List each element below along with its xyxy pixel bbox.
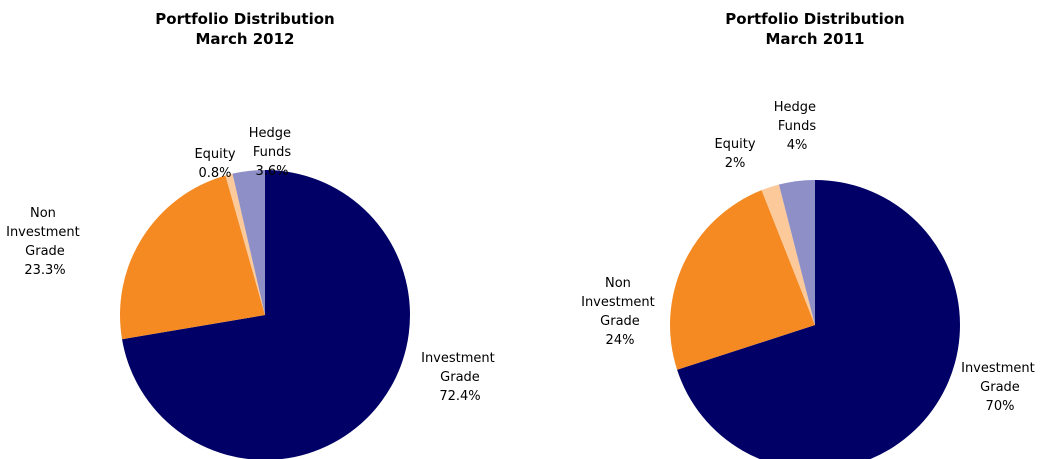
label-line: Equity bbox=[194, 147, 235, 162]
label-line: Hedge bbox=[774, 100, 820, 115]
chart-subtitle: March 2011 bbox=[766, 30, 865, 48]
slice-label: Hedge Funds bbox=[774, 100, 820, 134]
label-line: Grade bbox=[600, 314, 640, 329]
label-line: Investment bbox=[421, 351, 499, 366]
label-line: Investment bbox=[581, 295, 659, 310]
slice-label: Equity bbox=[714, 137, 755, 152]
label-line: Grade bbox=[440, 370, 480, 385]
label-line: Grade bbox=[25, 244, 65, 259]
label-line: Hedge bbox=[249, 126, 295, 141]
pie-slice bbox=[778, 180, 815, 325]
chart-title: Portfolio Distribution bbox=[155, 10, 334, 28]
pie-slice bbox=[761, 184, 815, 325]
label-line: Non bbox=[605, 276, 635, 291]
label-line: Funds bbox=[778, 119, 816, 134]
pie-slice bbox=[120, 175, 265, 340]
label-line: Grade bbox=[980, 380, 1020, 395]
slice-label: Investment Grade bbox=[961, 361, 1039, 395]
pie-slice bbox=[677, 180, 960, 459]
slice-value-label: 2% bbox=[725, 156, 746, 171]
pie-slice bbox=[225, 173, 265, 315]
slice-value-label: 24% bbox=[606, 333, 635, 348]
chart-subtitle: March 2012 bbox=[196, 30, 295, 48]
pie-slice bbox=[122, 170, 410, 459]
label-line: Investment bbox=[6, 225, 84, 240]
label-line: Funds bbox=[253, 145, 291, 160]
chart-title: Portfolio Distribution bbox=[725, 10, 904, 28]
slice-label: Non Investment Grade bbox=[6, 206, 84, 259]
slice-label: Hedge Funds bbox=[249, 126, 295, 160]
slice-value-label: 70% bbox=[986, 399, 1015, 414]
label-line: Investment bbox=[961, 361, 1039, 376]
label-line: Equity bbox=[714, 137, 755, 152]
slice-value-label: 72.4% bbox=[439, 389, 480, 404]
slice-value-label: 4% bbox=[787, 138, 808, 153]
pie-slice bbox=[669, 190, 815, 370]
slice-label: Non Investment Grade bbox=[581, 276, 659, 329]
slice-value-label: 0.8% bbox=[198, 166, 231, 181]
slice-value-label: 3.6% bbox=[255, 164, 288, 179]
pie-slice bbox=[232, 170, 265, 315]
slice-value-label: 23.3% bbox=[24, 263, 65, 278]
slice-label: Equity bbox=[194, 147, 235, 162]
slice-label: Investment Grade bbox=[421, 351, 499, 385]
label-line: Non bbox=[30, 206, 60, 221]
